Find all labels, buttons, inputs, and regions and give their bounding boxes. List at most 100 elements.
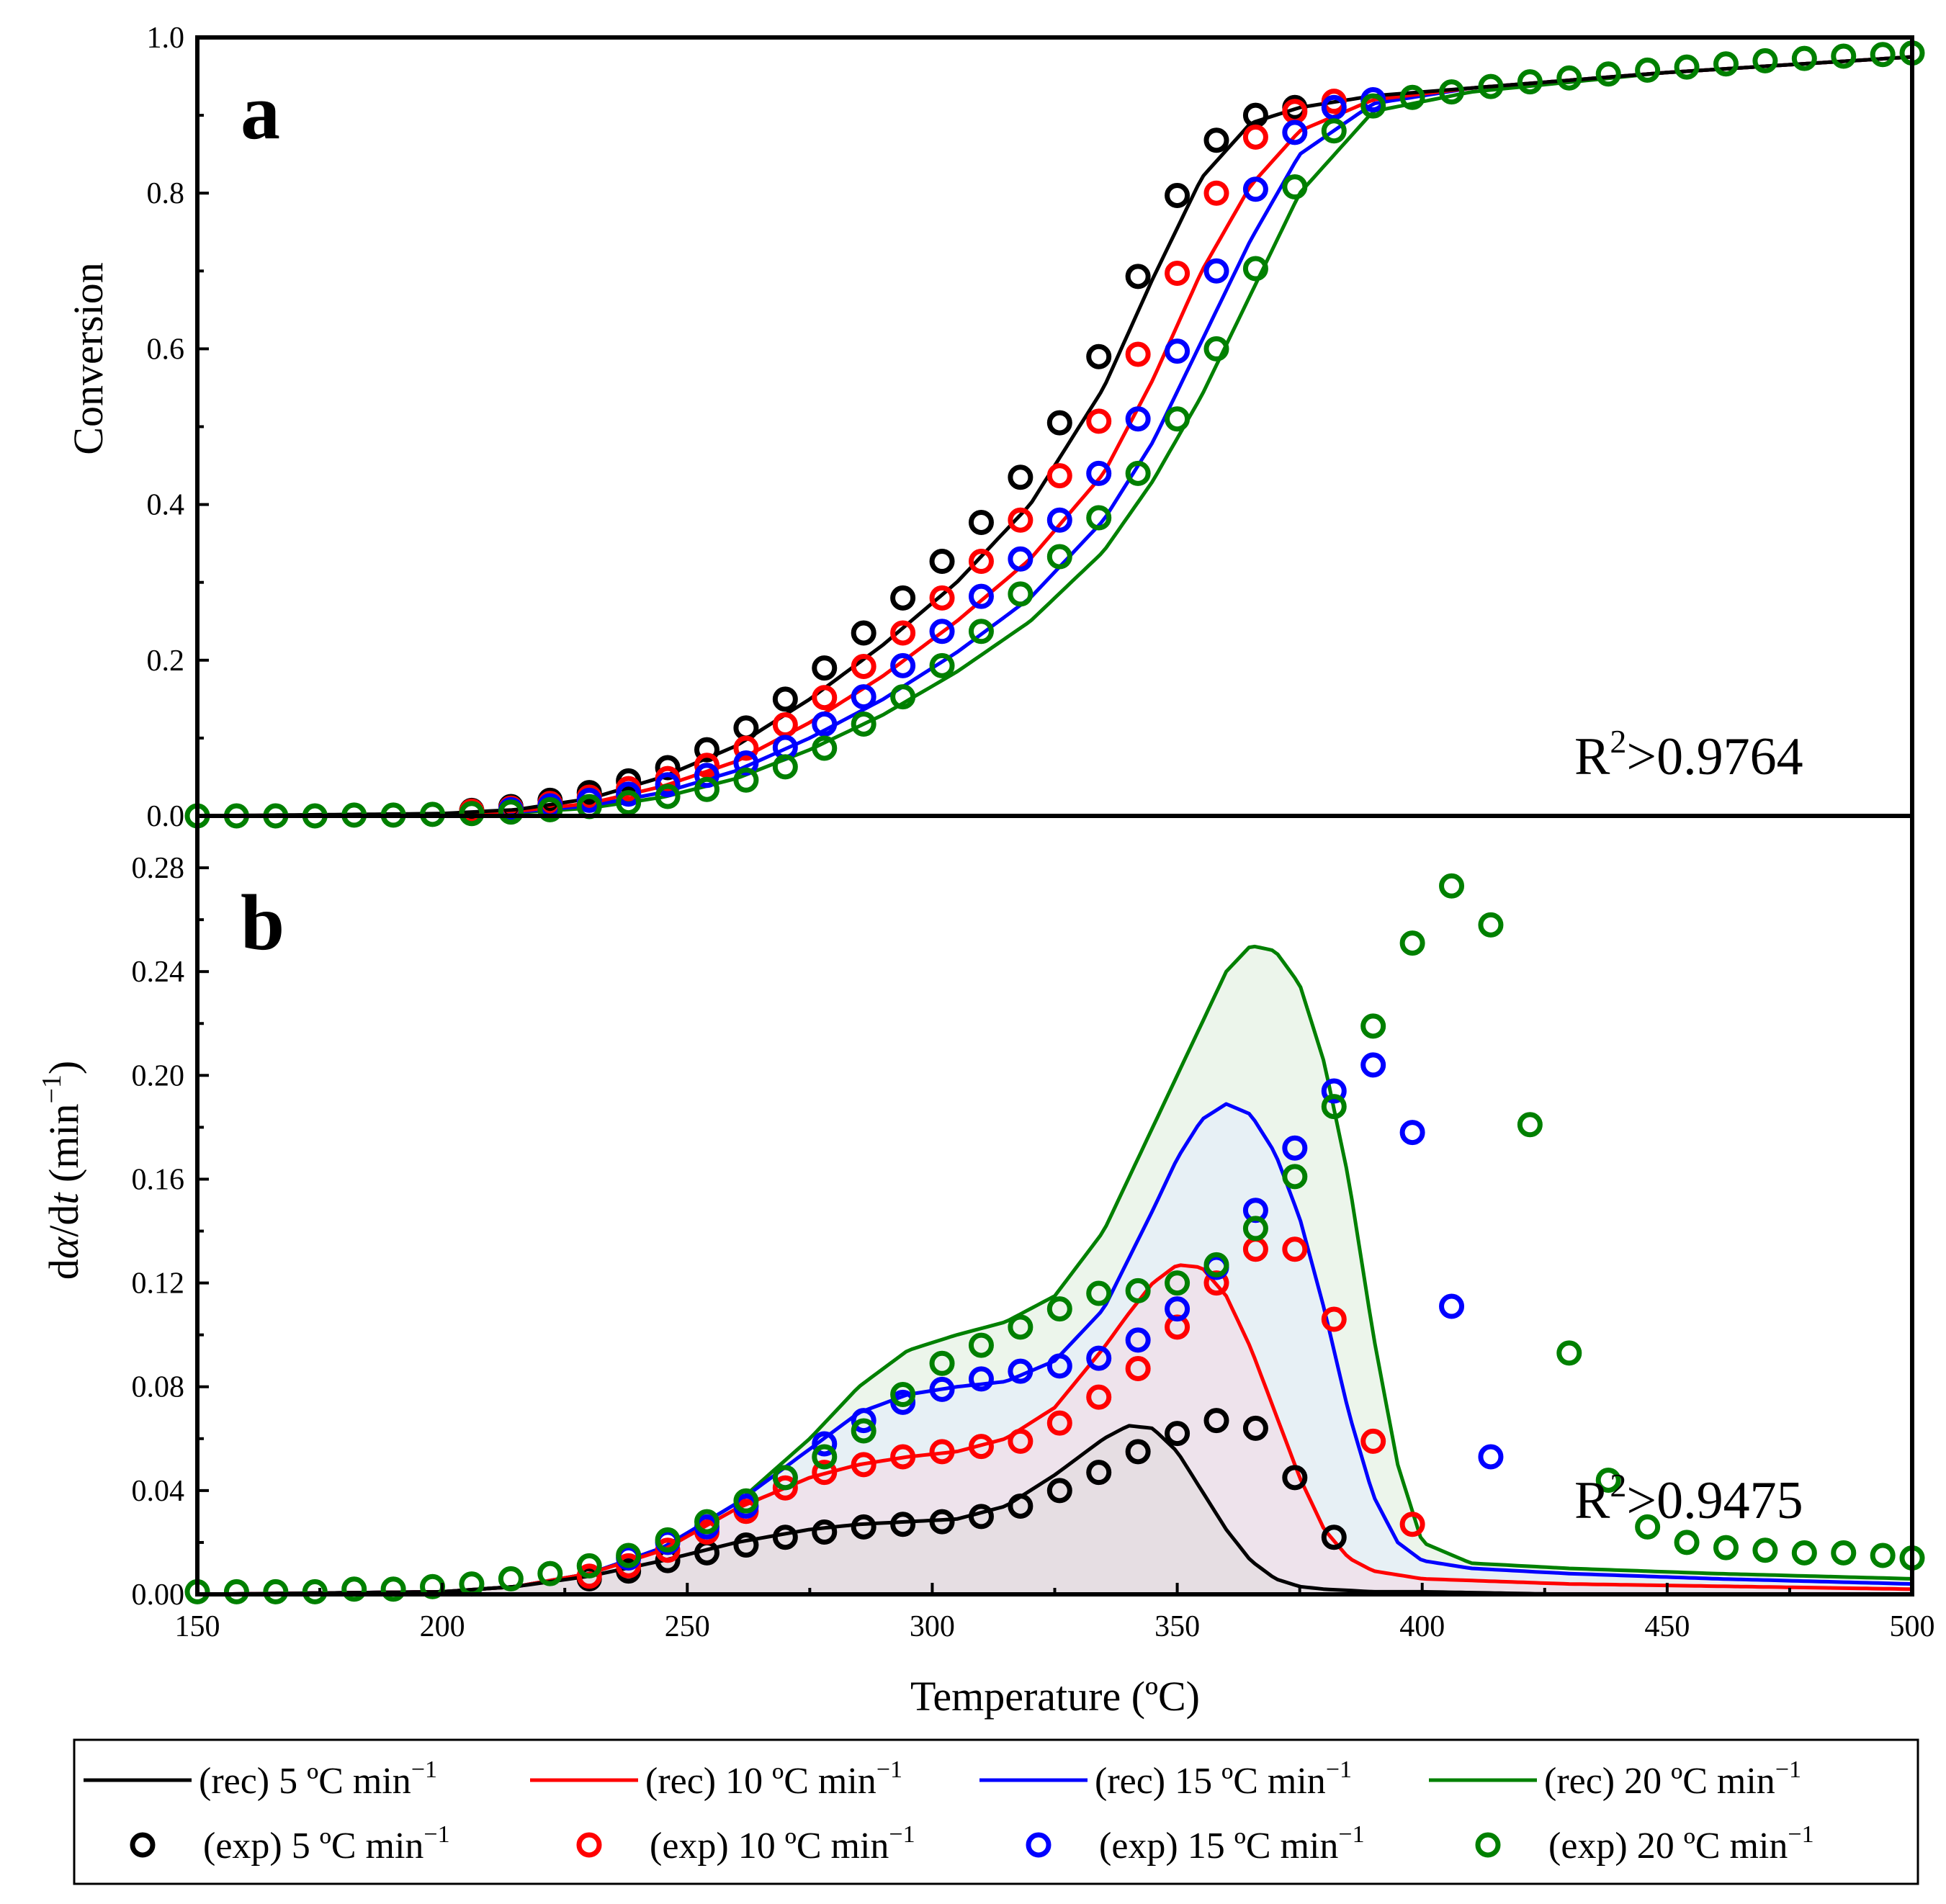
panel-a-marker bbox=[616, 790, 642, 816]
panel-a-marker bbox=[812, 735, 838, 761]
panel-a-marker bbox=[694, 776, 719, 802]
r2-a-value: >0.9764 bbox=[1626, 727, 1803, 786]
panel-b-marker bbox=[851, 1418, 876, 1444]
panel-b-fill--rec-5-c-min- bbox=[197, 1425, 1912, 1594]
r2-a-sup: 2 bbox=[1610, 723, 1626, 760]
panel-b-marker bbox=[1203, 1408, 1229, 1434]
panel-a-marker bbox=[772, 686, 798, 712]
panel-a-marker bbox=[1556, 65, 1582, 91]
panel-b-marker bbox=[890, 1382, 916, 1408]
panel-a-marker bbox=[1399, 84, 1425, 110]
panel-b-marker bbox=[1046, 1410, 1072, 1436]
r2-a-base: R bbox=[1574, 727, 1610, 786]
legend-exp-label: (exp) 5 ºC min−1 bbox=[203, 1821, 450, 1867]
r2-b-value: >0.9475 bbox=[1626, 1471, 1803, 1530]
legend-rec-label: (rec) 10 ºC min−1 bbox=[645, 1756, 902, 1802]
panel-a-marker bbox=[694, 763, 719, 789]
panel-a-marker bbox=[929, 652, 955, 678]
ylabel-b-d: d bbox=[40, 1259, 87, 1280]
panel-b-marker bbox=[968, 1504, 994, 1530]
panel-a-marker bbox=[1165, 182, 1191, 208]
panel-a-line--rec-5-c-min- bbox=[197, 55, 1913, 818]
panel-a-marker bbox=[694, 737, 719, 763]
xtick-label: 350 bbox=[1154, 1610, 1200, 1643]
panel-b-ytick-label: 0.24 bbox=[132, 956, 185, 989]
panel-b-marker bbox=[733, 1532, 759, 1558]
panel-a-ytick-label: 1.0 bbox=[147, 22, 185, 55]
panel-b-marker bbox=[655, 1537, 681, 1563]
panel-b-marker bbox=[851, 1514, 876, 1540]
panel-a-marker bbox=[1125, 264, 1151, 289]
panel-a-marker bbox=[772, 712, 798, 738]
panel-a-line--rec-15-c-min- bbox=[197, 55, 1913, 818]
panel-a-marker bbox=[851, 620, 876, 646]
ylabel-b-close: ) bbox=[40, 1061, 87, 1074]
panel-b-marker bbox=[576, 1553, 602, 1579]
panel-a-marker bbox=[1870, 42, 1896, 68]
panel-a-marker bbox=[1125, 406, 1151, 432]
panel-b-marker bbox=[929, 1350, 955, 1376]
panel-a-marker bbox=[890, 620, 916, 646]
panel-a-marker bbox=[1321, 118, 1347, 144]
panel-b-marker bbox=[616, 1542, 642, 1568]
panel-a-marker bbox=[929, 619, 955, 645]
panel-b-marker bbox=[772, 1524, 798, 1550]
panel-b-marker bbox=[1713, 1535, 1739, 1561]
panel-b-ytick-label: 0.16 bbox=[132, 1163, 185, 1196]
panel-a-marker bbox=[1595, 61, 1621, 87]
panel-a-marker bbox=[1752, 48, 1778, 73]
r2-b-sup: 2 bbox=[1610, 1467, 1626, 1504]
panel-b-marker bbox=[890, 1444, 916, 1470]
panel-b-marker bbox=[576, 1563, 602, 1589]
legend-exp-label: (exp) 10 ºC min−1 bbox=[650, 1821, 915, 1867]
panel-a-marker bbox=[1360, 93, 1386, 119]
legend-exp-label: (exp) 20 ºC min−1 bbox=[1548, 1821, 1814, 1867]
panel-b-marker bbox=[1008, 1493, 1033, 1519]
panel-b-marker bbox=[1008, 1428, 1033, 1454]
ylabel-b-slash-d: /d bbox=[40, 1205, 87, 1237]
panel-b-marker bbox=[380, 1576, 406, 1602]
panel-b-marker bbox=[498, 1566, 524, 1591]
panel-b-marker bbox=[968, 1366, 994, 1392]
panel-a-marker bbox=[694, 753, 719, 778]
panel-b-marker bbox=[1752, 1537, 1778, 1563]
panel-a-marker bbox=[1086, 460, 1112, 486]
panel-b-marker bbox=[1282, 1236, 1308, 1262]
legend-exp-marker bbox=[1475, 1832, 1501, 1858]
panel-b-marker bbox=[1165, 1270, 1191, 1296]
panel-a-marker bbox=[1125, 460, 1151, 486]
legend-items: (rec) 5 ºC min−1 (rec) 10 ºC min−1 (rec) 1… bbox=[84, 1756, 1814, 1867]
panel-b-marker bbox=[1399, 930, 1425, 956]
panel-b-marker bbox=[223, 1579, 249, 1604]
panel-b-marker bbox=[890, 1389, 916, 1415]
panel-b-marker bbox=[968, 1332, 994, 1358]
panel-b-marker bbox=[1360, 1052, 1386, 1078]
panel-b-marker bbox=[1086, 1460, 1112, 1486]
panel-b-marker bbox=[694, 1509, 719, 1535]
legend-exp-marker bbox=[130, 1832, 156, 1858]
panel-b-marker bbox=[341, 1576, 367, 1602]
panel-a-marker bbox=[1635, 57, 1661, 83]
panel-b-marker bbox=[1517, 1112, 1543, 1138]
panel-b-marker bbox=[1046, 1478, 1072, 1504]
panel-a-marker bbox=[1165, 406, 1191, 432]
panel-a-marker bbox=[851, 711, 876, 737]
xtick-label: 450 bbox=[1644, 1610, 1690, 1643]
panel-a-line--rec-20-c-min- bbox=[197, 55, 1913, 818]
panel-a-marker bbox=[1713, 51, 1739, 77]
panel-a-marker bbox=[968, 549, 994, 575]
panel-b-ytick-label: 0.08 bbox=[132, 1371, 185, 1404]
panel-a-marker bbox=[655, 783, 681, 809]
panel-a-marker bbox=[537, 796, 563, 822]
panel-b-marker bbox=[1242, 1216, 1268, 1241]
panel-a-marker bbox=[1008, 546, 1033, 572]
xtick-label: 200 bbox=[420, 1610, 465, 1643]
panel-b-marker bbox=[890, 1512, 916, 1537]
panel-a-marker bbox=[1791, 45, 1817, 71]
panel-a-marker bbox=[812, 711, 838, 737]
panel-a-marker bbox=[1831, 43, 1857, 69]
r2-b-base: R bbox=[1574, 1471, 1610, 1530]
panel-b-marker bbox=[1439, 873, 1465, 899]
panel-b-marker bbox=[1125, 1327, 1151, 1353]
panel-b-marker bbox=[1360, 1428, 1386, 1454]
